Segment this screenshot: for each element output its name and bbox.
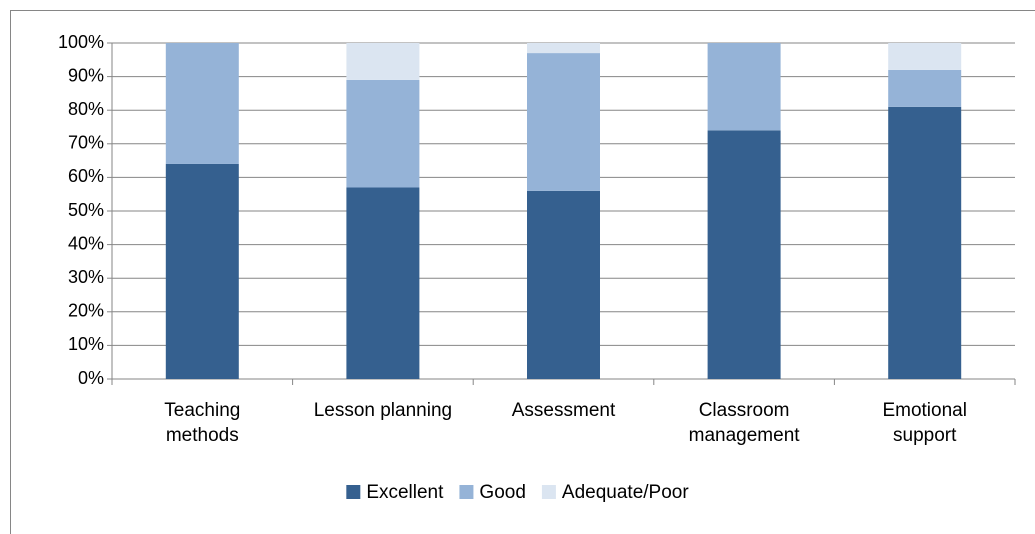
bar-segment	[888, 69, 962, 107]
bar-segment	[707, 43, 781, 131]
bar-segment	[527, 53, 600, 191]
bar-segment	[346, 79, 420, 188]
legend-label: Excellent	[366, 482, 444, 503]
y-tick-label: 90%	[68, 65, 104, 85]
bar-segment	[707, 130, 781, 379]
y-tick-label: 0%	[78, 368, 104, 388]
x-tick-label: Classroom management	[688, 400, 800, 446]
bar-segment	[165, 163, 239, 379]
bar-segment	[346, 187, 420, 379]
x-tick-label: Lesson planning	[313, 400, 453, 421]
y-tick-label: 100%	[58, 32, 104, 52]
y-tick-label: 70%	[68, 133, 104, 153]
y-tick-label: 50%	[68, 200, 104, 220]
y-tick-label: 60%	[68, 166, 104, 186]
bar-segment	[165, 43, 239, 164]
y-tick-label: 40%	[68, 233, 104, 253]
bar-segment	[888, 43, 962, 70]
y-tick-label: 20%	[68, 301, 104, 321]
x-tick-label: Teaching methods	[164, 400, 241, 446]
legend-label: Good	[479, 482, 525, 503]
legend-swatch	[541, 485, 556, 499]
x-tick-label: Assessment	[511, 400, 616, 421]
y-tick-label: 30%	[68, 267, 104, 287]
bar-segment	[888, 106, 962, 379]
chart-border	[10, 10, 1035, 534]
bar-segment	[527, 43, 600, 54]
y-tick-label: 10%	[68, 334, 104, 354]
x-tick-label: Emotional support	[882, 400, 967, 446]
bar-segment	[346, 43, 420, 80]
legend-label: Adequate/Poor	[562, 482, 689, 503]
legend-swatch	[346, 485, 361, 499]
bar-segment	[527, 190, 600, 379]
legend-swatch	[459, 485, 474, 499]
y-tick-label: 80%	[68, 99, 104, 119]
